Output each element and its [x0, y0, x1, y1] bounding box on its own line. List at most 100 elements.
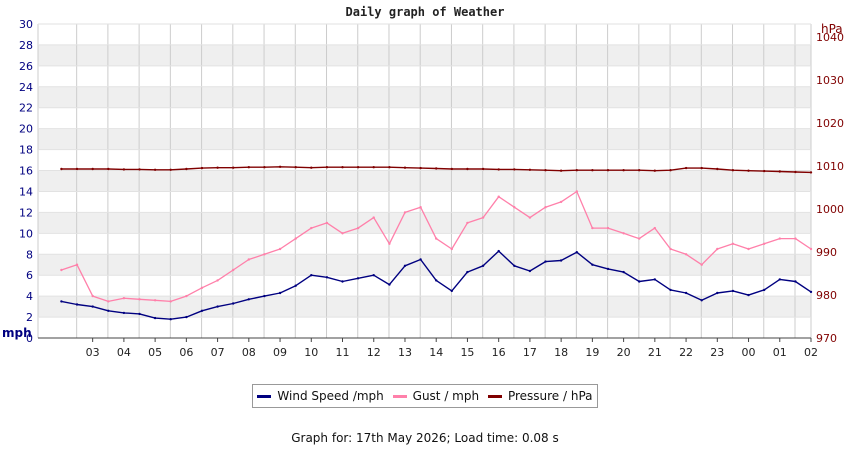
data-point-wind — [497, 249, 500, 253]
data-point-pressure — [388, 166, 391, 169]
data-point-gust — [388, 242, 391, 245]
x-tick-label: 02 — [804, 346, 818, 359]
legend-label-pressure: Pressure / hPa — [507, 389, 593, 403]
data-point-pressure — [356, 166, 360, 169]
data-point-wind — [388, 283, 391, 286]
data-point-wind — [700, 299, 703, 302]
data-point-wind — [216, 305, 219, 308]
data-point-gust — [356, 226, 360, 230]
data-point-pressure — [809, 171, 813, 174]
data-point-gust — [700, 263, 703, 266]
data-point-pressure — [450, 167, 453, 171]
data-point-gust — [294, 237, 297, 240]
data-point-wind — [372, 274, 375, 277]
data-point-gust — [638, 237, 641, 240]
data-point-wind — [638, 280, 641, 283]
data-point-pressure — [153, 168, 157, 171]
series-line-gust — [61, 190, 812, 303]
data-point-pressure — [435, 167, 438, 170]
data-point-gust — [153, 299, 157, 302]
x-tick-label: 12 — [367, 346, 381, 359]
left-tick-label: 8 — [26, 248, 33, 261]
data-point-pressure — [747, 169, 750, 172]
legend-swatch-gust — [392, 394, 407, 398]
legend-swatch-pressure — [487, 394, 502, 398]
data-point-wind — [731, 289, 735, 293]
data-point-pressure — [731, 169, 735, 172]
data-point-wind — [481, 264, 485, 267]
x-tick-label: 00 — [742, 346, 756, 359]
x-axis-ticks: 03 04 05 06 07 08 09 10 11 12 13 14 15 16 17 18 19 20 21 22… — [86, 338, 818, 359]
chart-title: Daily graph of Weather — [345, 5, 505, 19]
data-point-pressure — [403, 166, 407, 169]
data-point-pressure — [200, 166, 204, 170]
data-point-wind — [278, 291, 282, 295]
data-point-pressure — [466, 167, 469, 171]
data-point-pressure — [497, 168, 500, 171]
data-point-wind — [606, 267, 610, 271]
data-point-gust — [450, 247, 453, 251]
data-point-wind — [200, 309, 204, 312]
data-point-gust — [263, 253, 266, 256]
data-point-wind — [153, 316, 157, 320]
data-point-gust — [528, 216, 532, 219]
legend-item-pressure: Pressure / hPa — [487, 389, 593, 403]
grid-band — [38, 212, 811, 234]
x-tick-label: 03 — [86, 346, 100, 359]
data-point-gust — [575, 190, 578, 193]
x-tick-label: 23 — [710, 346, 724, 359]
data-point-gust — [669, 247, 672, 251]
data-point-wind — [575, 251, 578, 254]
data-point-gust — [622, 232, 625, 235]
left-tick-label: 12 — [19, 206, 33, 219]
data-point-gust — [794, 237, 797, 240]
x-tick-label: 08 — [242, 346, 256, 359]
data-point-pressure — [669, 169, 672, 172]
x-tick-label: 05 — [148, 346, 162, 359]
x-tick-label: 09 — [273, 346, 287, 359]
data-point-pressure — [341, 166, 344, 169]
data-point-wind — [763, 288, 766, 292]
right-tick-label: 990 — [816, 246, 837, 259]
data-point-gust — [122, 297, 126, 300]
data-point-wind — [247, 298, 250, 301]
grid-band — [38, 86, 811, 108]
data-point-pressure — [700, 166, 703, 170]
data-point-pressure — [763, 169, 766, 173]
right-tick-label: 1010 — [816, 160, 844, 173]
data-point-wind — [75, 303, 79, 306]
data-point-gust — [325, 221, 329, 225]
series-lines — [60, 165, 813, 321]
left-tick-label: 30 — [19, 18, 33, 31]
data-point-pressure — [419, 166, 422, 170]
left-tick-label: 6 — [26, 269, 33, 282]
data-point-wind — [294, 284, 297, 287]
right-tick-label: 970 — [816, 332, 837, 345]
data-point-pressure — [372, 166, 375, 169]
data-point-gust — [591, 226, 594, 230]
data-point-pressure — [60, 167, 63, 171]
left-tick-label: 24 — [19, 81, 33, 94]
x-tick-label: 04 — [117, 346, 131, 359]
data-point-wind — [544, 260, 547, 263]
data-point-gust — [544, 206, 547, 209]
data-point-wind — [356, 277, 360, 280]
data-point-gust — [778, 237, 781, 240]
data-point-wind — [185, 315, 188, 319]
data-point-gust — [372, 216, 375, 219]
data-point-wind — [419, 258, 422, 261]
data-point-wind — [778, 278, 781, 281]
data-point-gust — [497, 195, 500, 198]
data-point-pressure — [778, 170, 781, 173]
data-point-pressure — [122, 168, 126, 171]
data-point-pressure — [294, 166, 297, 169]
left-tick-label: 0 — [26, 332, 33, 345]
data-point-gust — [419, 206, 422, 209]
x-tick-label: 01 — [773, 346, 787, 359]
data-point-wind — [107, 309, 110, 312]
data-point-pressure — [684, 166, 688, 170]
footer-status: Graph for: 17th May 2026; Load time: 0.0… — [291, 431, 559, 445]
right-tick-label: 980 — [816, 289, 837, 302]
data-point-pressure — [107, 167, 110, 171]
data-point-gust — [653, 226, 656, 230]
